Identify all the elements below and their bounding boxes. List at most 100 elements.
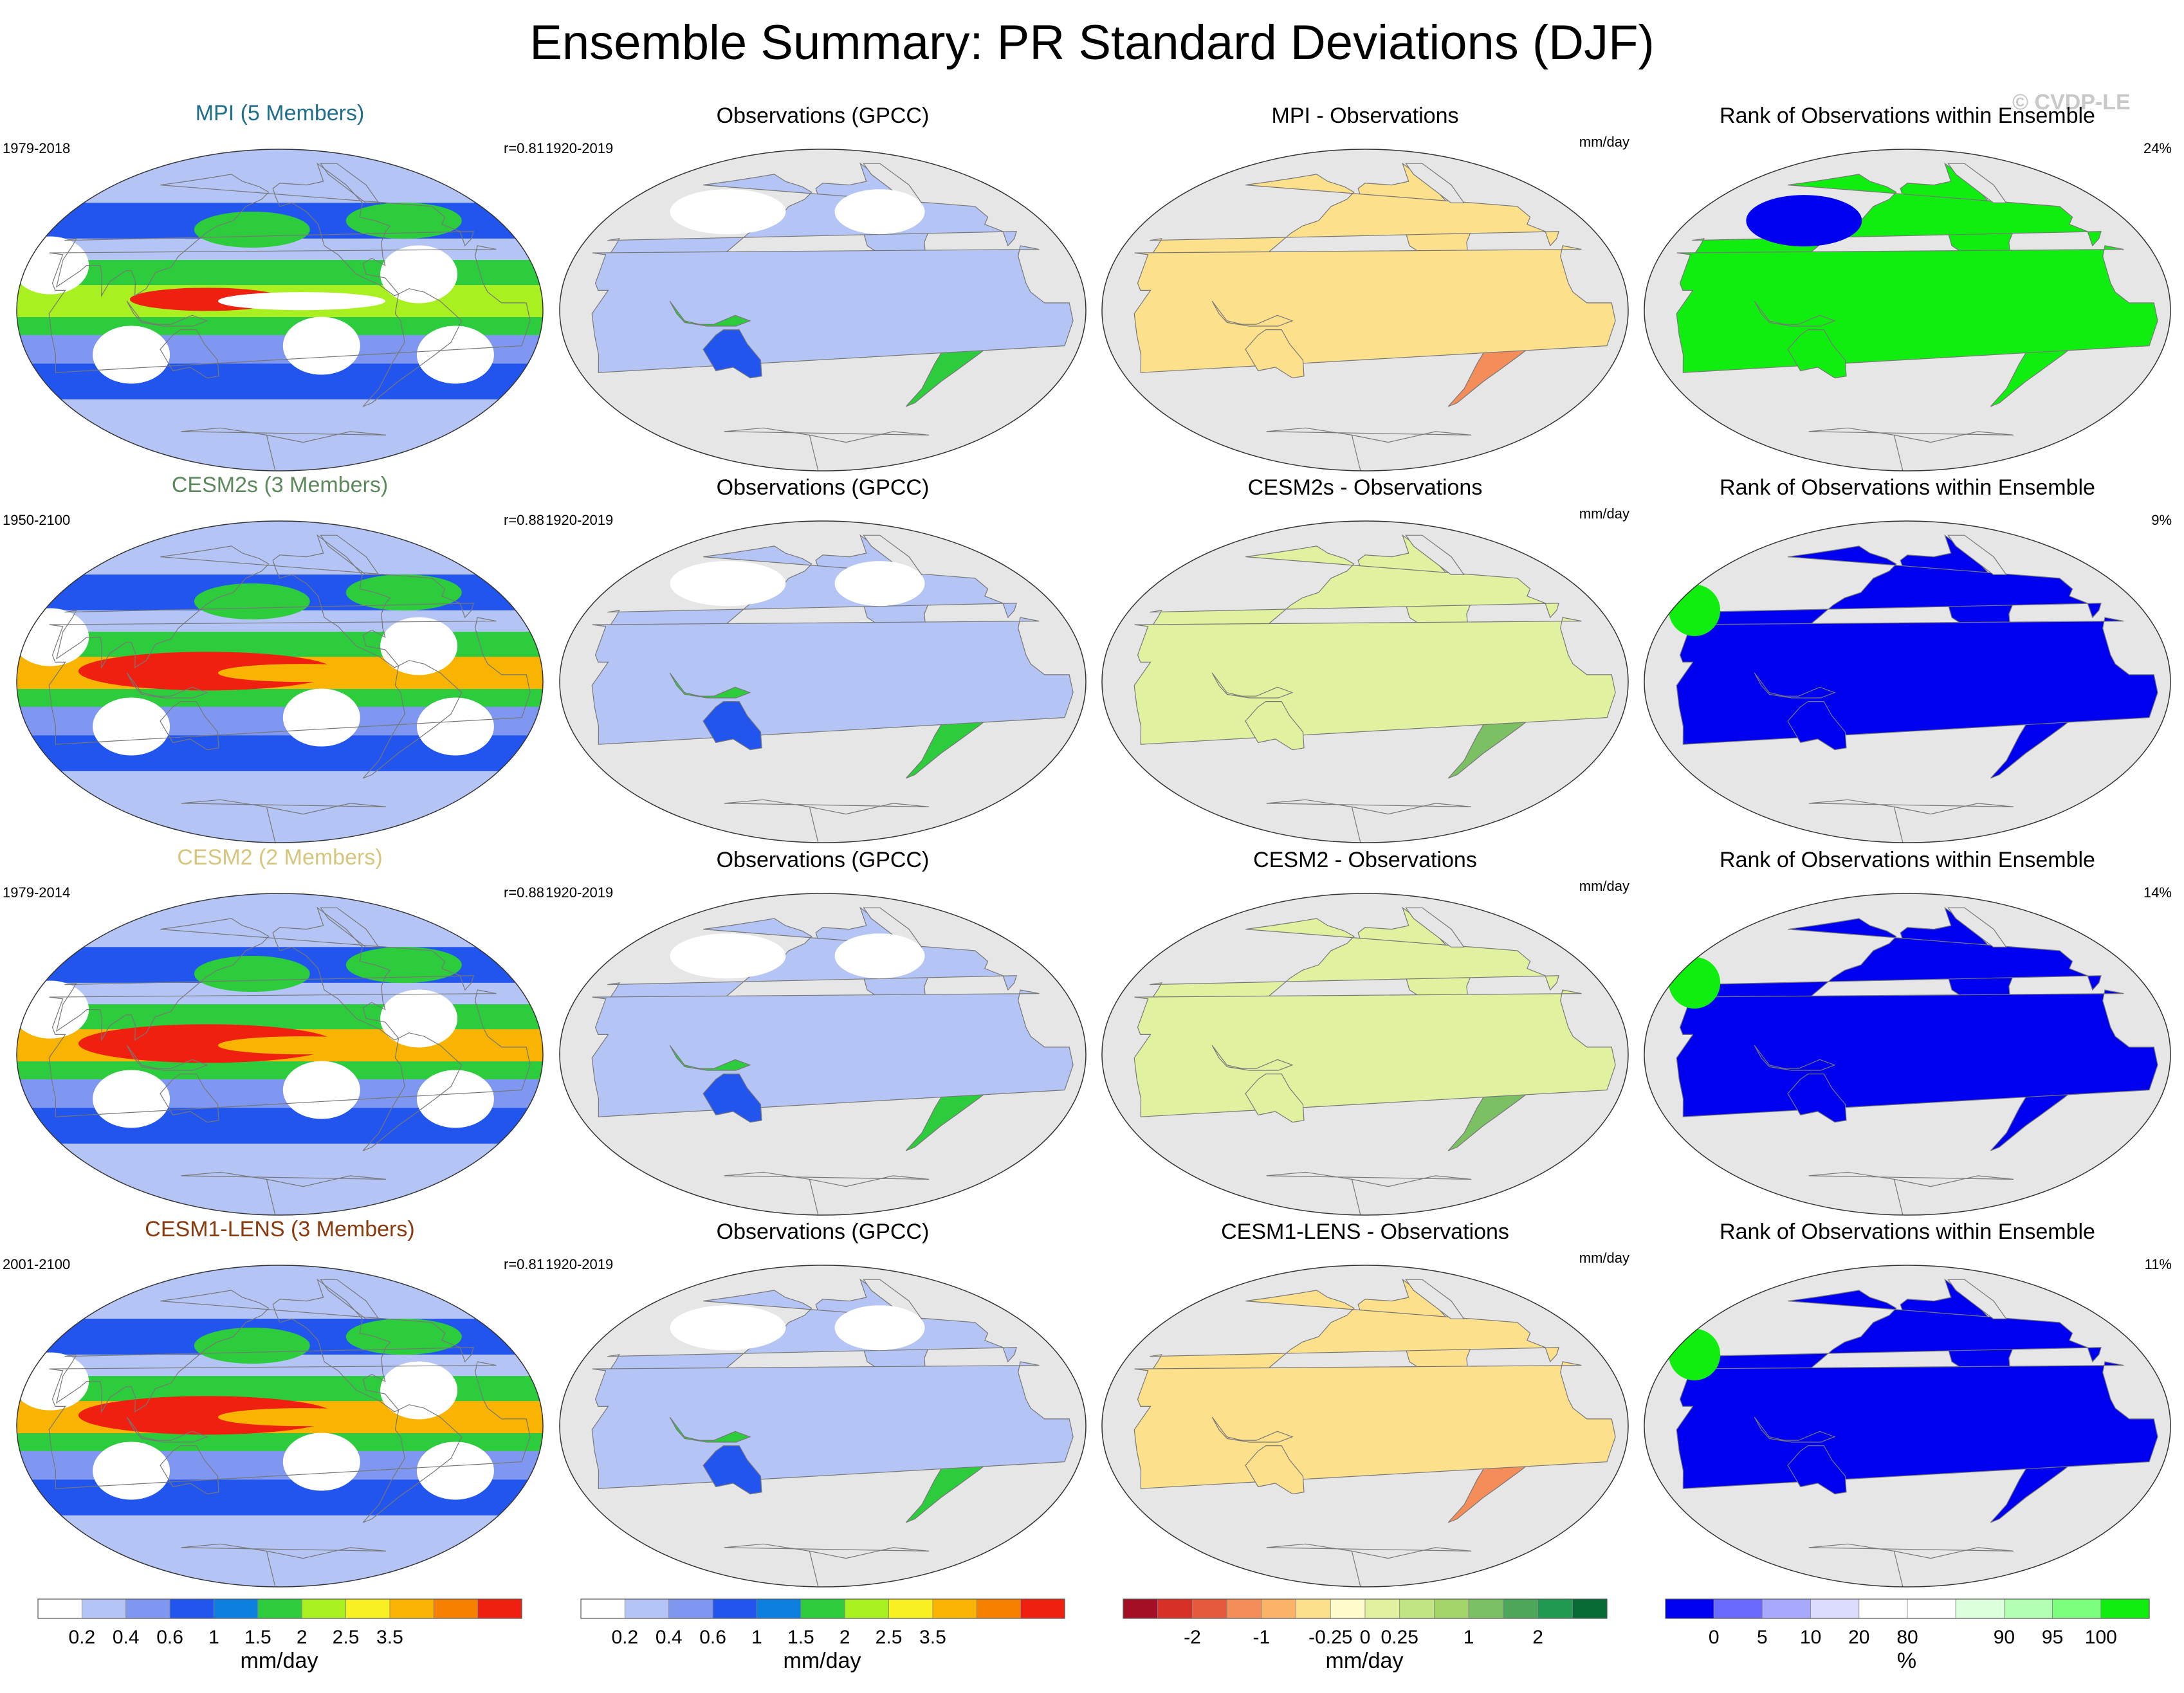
continent-australia (702, 1074, 762, 1123)
storm-track-1 (345, 1319, 462, 1355)
rank-map (1642, 891, 2173, 1218)
colorbar-frame (580, 1598, 1065, 1619)
continent-antarctica (724, 799, 930, 843)
continent-antarctica (1266, 1543, 1472, 1587)
colorbar-swatch (125, 1598, 170, 1619)
colorbar-tick-label: 0.6 (156, 1627, 183, 1648)
dry-zone-0 (282, 316, 360, 375)
obs-years: 1920-2019 (546, 512, 614, 528)
model-correlation: r=0.81 (504, 1256, 544, 1272)
continent-africa (48, 617, 531, 745)
dry-zone-1 (416, 697, 494, 756)
continent-antarctica (1808, 1543, 2014, 1587)
storm-track-1 (345, 574, 462, 611)
itcz-east (217, 292, 385, 311)
colorbar-swatch (712, 1598, 757, 1619)
rank-low-region (1746, 195, 1862, 247)
colorbar-swatch (1123, 1598, 1159, 1619)
obs-panel-title: Observations (GPCC) (716, 1220, 930, 1244)
storm-track-0 (194, 956, 310, 992)
map-outline (16, 893, 544, 1216)
continent-eurasia (55, 1290, 474, 1414)
colorbar-swatch (345, 1598, 390, 1619)
colorbar-swatch (976, 1598, 1022, 1619)
dry-snow-region (834, 1305, 925, 1351)
colorbar-tick-label: 0.2 (69, 1627, 96, 1648)
continent-south-america (362, 1404, 463, 1523)
dry-zone-2 (93, 697, 170, 756)
model-correlation: r=0.88 (504, 512, 544, 528)
continent-north-america (272, 162, 399, 297)
colorbar-swatch (1434, 1598, 1469, 1619)
panel-rank-row-1: Rank of Observations within Ensemble 24% (1637, 103, 2178, 475)
dry-zone-4 (17, 980, 89, 1039)
storm-track-0 (194, 583, 310, 619)
colorbar-swatch (800, 1598, 845, 1619)
continent-indonesia (669, 1416, 751, 1443)
dry-zone-2 (93, 325, 170, 384)
continent-indonesia (1211, 1045, 1294, 1071)
diff-panel-title: CESM2 - Observations (1253, 848, 1477, 872)
continent-greenland (1947, 163, 2007, 203)
continent-greenland (320, 535, 380, 575)
continent-antarctica (1808, 427, 2014, 471)
map-outline (1644, 893, 2171, 1216)
model-map (14, 891, 546, 1218)
continent-greenland (863, 535, 922, 575)
continent-greenland (1947, 907, 2007, 947)
colorbar-unit: % (1896, 1649, 1917, 1673)
obs-years: 1920-2019 (546, 140, 614, 156)
map-outline (1101, 893, 1629, 1216)
colorbar-tick-label: -1 (1253, 1627, 1271, 1648)
watermark: © CVDP-LE (2012, 90, 2131, 114)
continent-australia (1245, 329, 1305, 379)
diff-units: mm/day (1579, 134, 1629, 150)
continent-greenland (863, 163, 922, 203)
dry-zone-4 (17, 236, 89, 295)
dry-zone-0 (282, 1432, 360, 1491)
continent-indonesia (126, 672, 208, 699)
continent-australia (1787, 329, 1847, 379)
continent-australia (1245, 1074, 1305, 1123)
colorbar-frame (1123, 1598, 1608, 1619)
colorbar-tick-label: 3.5 (376, 1627, 403, 1648)
diff-panel-title: CESM2s - Observations (1247, 475, 1483, 500)
continent-antarctica (181, 1543, 387, 1587)
dry-zone-1 (416, 1441, 494, 1500)
colorbar-tick-label: -2 (1184, 1627, 1201, 1648)
panel-obs-row-3: Observations (GPCC) 1920-2019 (546, 847, 1094, 1219)
dry-zone-1 (416, 1070, 494, 1128)
colorbar-swatch (169, 1598, 214, 1619)
continent-greenland (863, 1279, 922, 1319)
continent-antarctica (724, 1543, 930, 1587)
continent-indonesia (669, 300, 751, 327)
model-panel-title: MPI (5 Members) (195, 101, 365, 125)
continent-greenland (320, 163, 380, 203)
figure-title: Ensemble Summary: PR Standard Deviations… (529, 15, 1655, 70)
continent-greenland (1947, 1279, 2007, 1319)
model-years: 1979-2018 (3, 140, 71, 156)
continent-greenland (1405, 163, 1465, 203)
obs-map (557, 147, 1088, 473)
dry-snow-region (834, 189, 925, 235)
colorbar-unit: mm/day (240, 1649, 318, 1673)
obs-panel-title: Observations (GPCC) (716, 475, 930, 500)
rank-map (1642, 518, 2173, 845)
map-outline (16, 520, 544, 843)
continent-greenland (1405, 1279, 1465, 1319)
colorbar-swatch (2052, 1598, 2102, 1619)
colorbar-tick-label: 0.4 (113, 1627, 140, 1648)
colorbar-tick-label: 3.5 (919, 1627, 946, 1648)
colorbar-swatch (257, 1598, 302, 1619)
colorbar-tick-label: 2.5 (876, 1627, 903, 1648)
colorbar-tick-label: 80 (1896, 1627, 1918, 1648)
diff-map (1099, 147, 1631, 473)
continent-greenland (1947, 535, 2007, 575)
continent-eurasia (55, 545, 474, 670)
panel-diff-row-4: CESM1-LENS - Observations mm/day (1094, 1219, 1636, 1591)
continent-indonesia (126, 300, 208, 327)
panel-obs-row-2: Observations (GPCC) 1920-2019 (546, 475, 1094, 846)
obs-map (557, 518, 1088, 845)
colorbar-tick-label: -0.25 (1308, 1627, 1352, 1648)
colorbar-tick-label: 1 (1464, 1627, 1474, 1648)
